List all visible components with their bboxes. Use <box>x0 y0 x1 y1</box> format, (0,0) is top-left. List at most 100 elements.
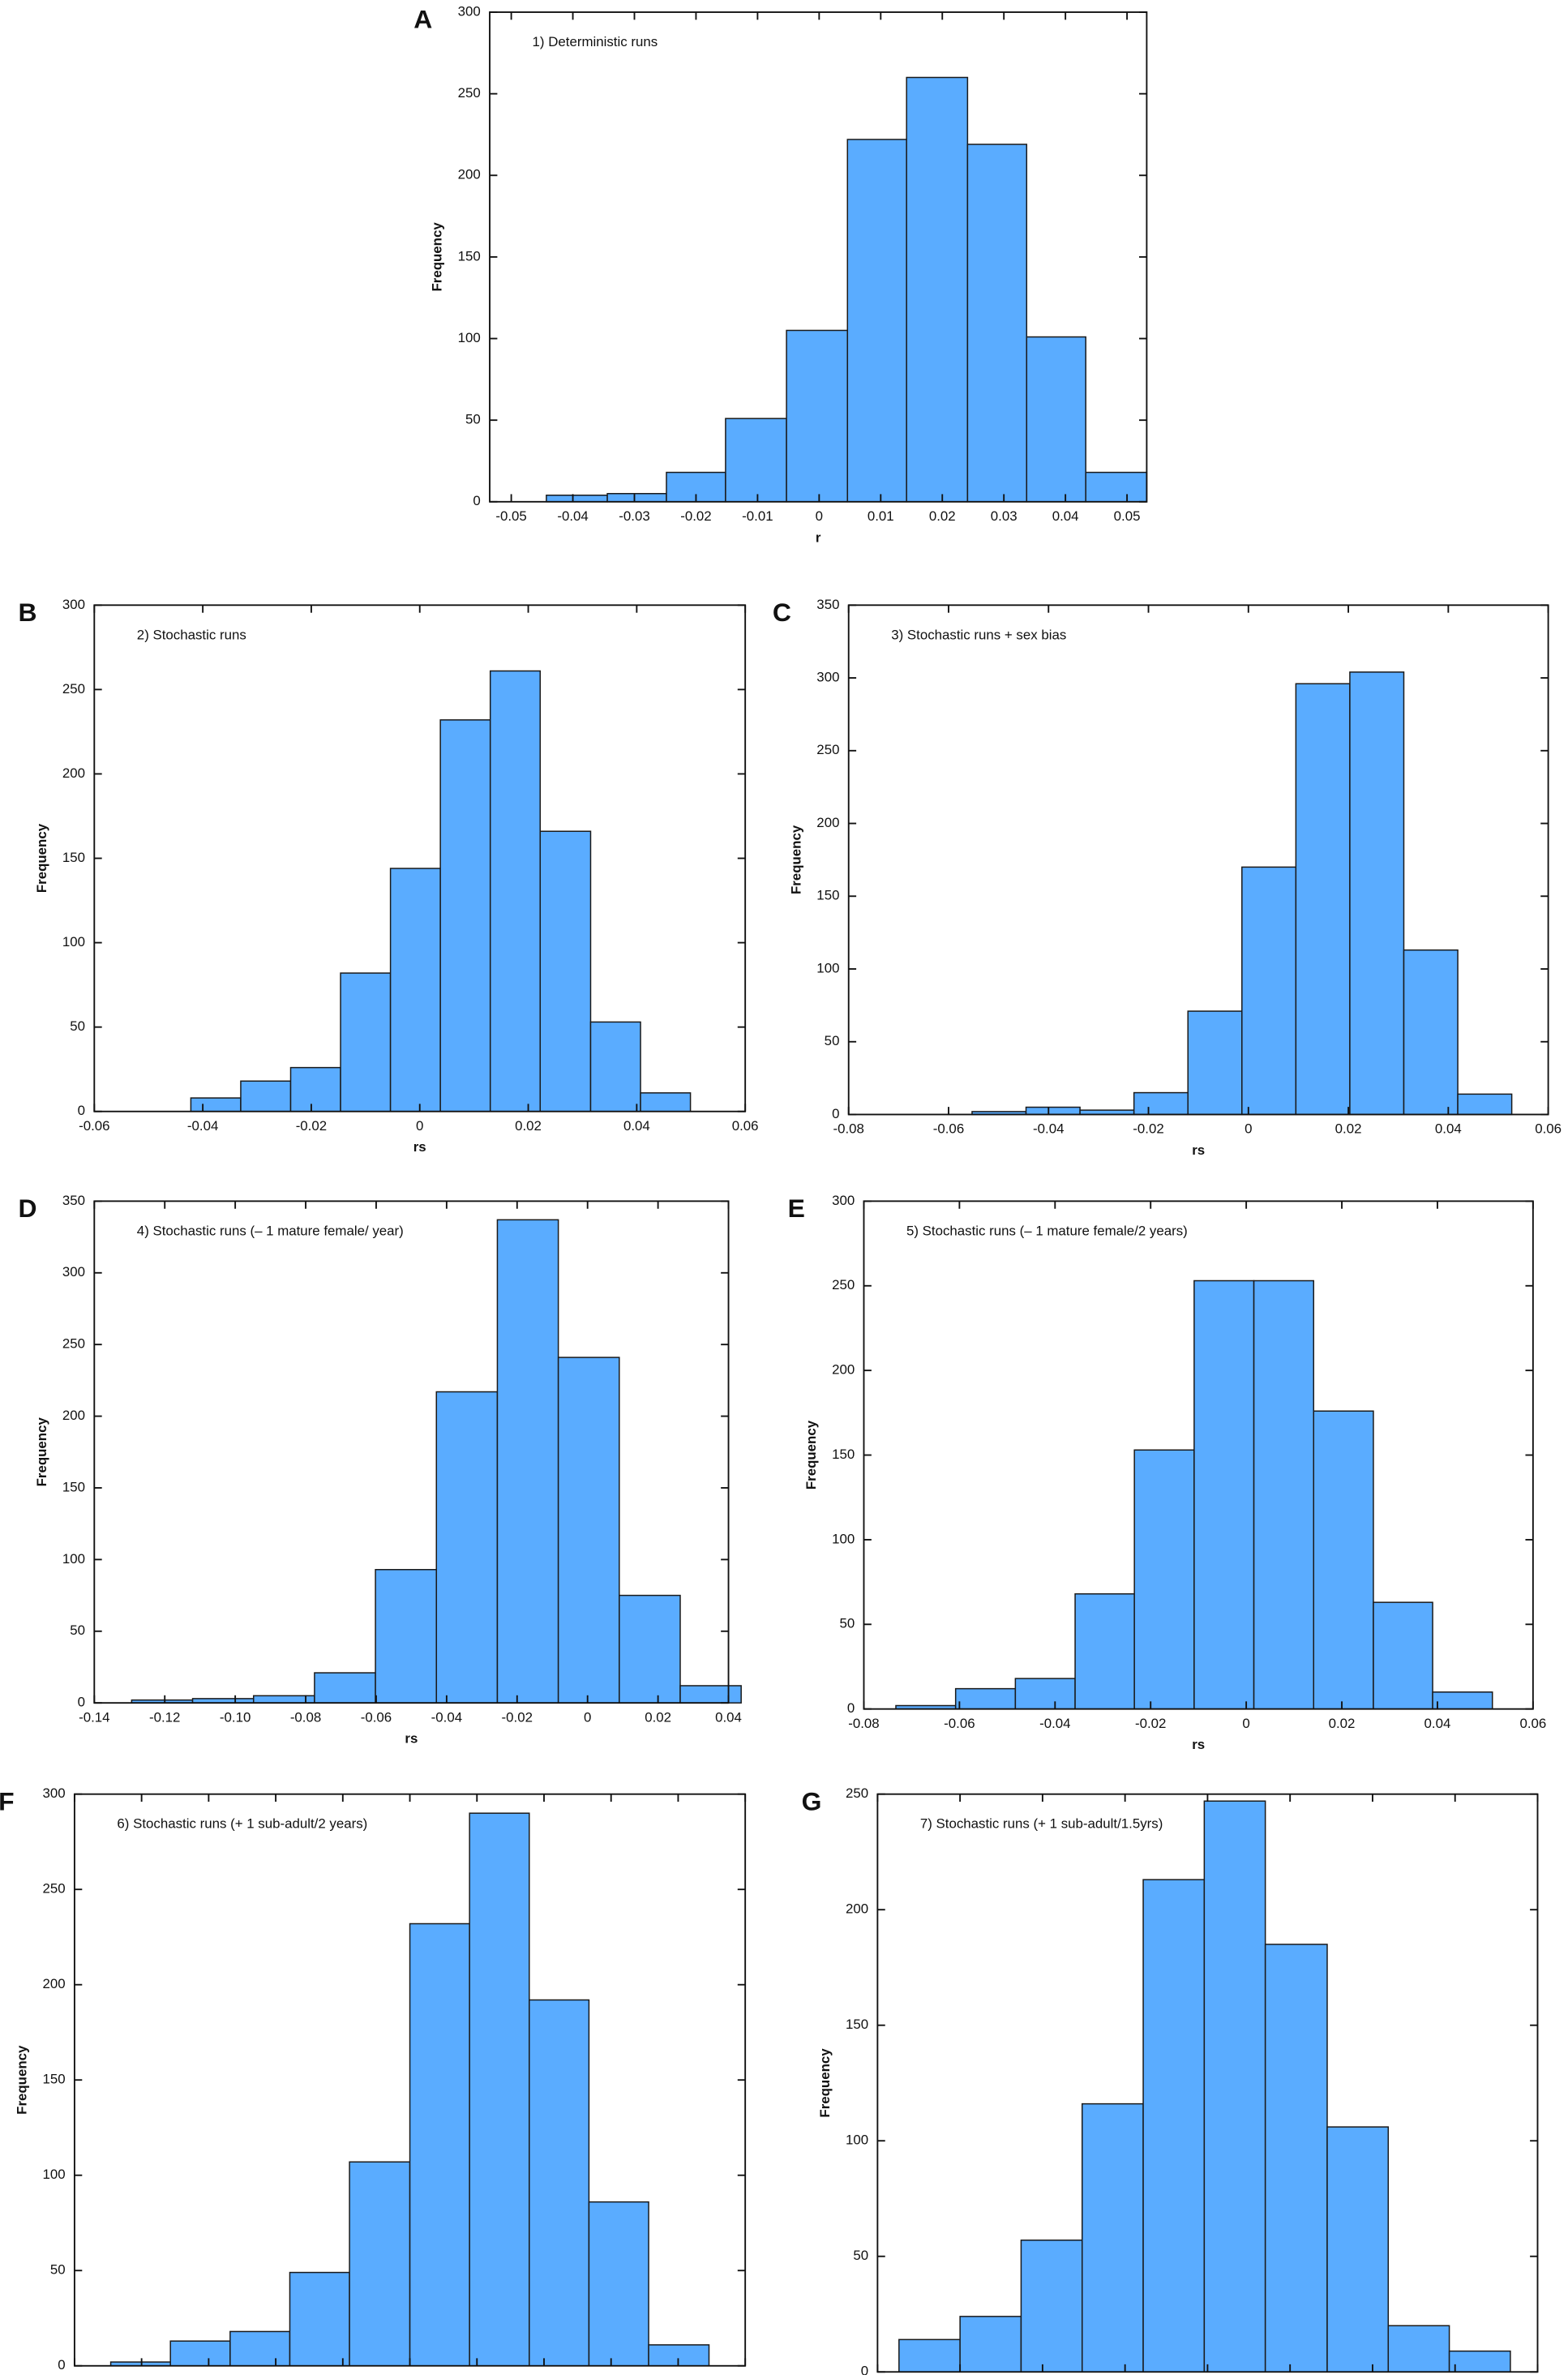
panel-title: 3) Stochastic runs + sex bias <box>891 627 1066 642</box>
y-tick-label: 300 <box>458 3 481 19</box>
x-tick-label: 0.02 <box>1335 1121 1362 1137</box>
x-tick-label: -0.02 <box>680 508 711 524</box>
bar <box>546 495 608 503</box>
bar <box>1432 1691 1493 1710</box>
x-tick-label: -0.06 <box>361 1709 392 1725</box>
x-tick-label: -0.12 <box>149 1709 180 1725</box>
bar <box>606 492 667 503</box>
bar <box>906 76 969 503</box>
x-tick-label: -0.04 <box>187 1118 218 1134</box>
y-tick-label: 100 <box>846 2133 868 2148</box>
bar <box>435 1391 499 1704</box>
bar <box>1264 1944 1328 2373</box>
y-tick-label: 50 <box>853 2248 868 2263</box>
y-tick-label: 300 <box>62 597 85 612</box>
x-tick-label: 0.04 <box>1052 508 1079 524</box>
x-tick-label: -0.14 <box>79 1709 109 1725</box>
y-tick-label: 50 <box>839 1616 855 1631</box>
y-tick-label: 350 <box>62 1193 85 1208</box>
y-tick-label: 300 <box>816 670 839 685</box>
x-axis-label: rs <box>1192 1142 1205 1158</box>
y-tick-label: 150 <box>458 248 481 264</box>
y-axis-label: Frequency <box>817 2048 833 2118</box>
bar <box>786 329 849 503</box>
x-tick-label: -0.10 <box>220 1709 251 1725</box>
x-tick-label: 0.03 <box>991 508 1017 524</box>
y-tick-label: 200 <box>816 815 839 830</box>
y-tick-label: 100 <box>458 330 481 345</box>
panel-title: 6) Stochastic runs (+ 1 sub-adult/2 year… <box>117 1816 367 1832</box>
bar <box>1014 1678 1076 1710</box>
panel: -0.06 -0.04 -0.02 0 0.02 0.04 0.06 0 50 100 150 200… <box>19 597 759 1155</box>
panel: -0.03-0.02-0.0100.010.020.030.040.050.06… <box>0 1785 759 2379</box>
bar <box>349 2161 411 2367</box>
bar <box>1020 2240 1083 2373</box>
bar <box>409 1922 470 2367</box>
bar <box>240 1080 292 1112</box>
x-axis-label: r <box>816 529 821 545</box>
x-tick-label: -0.01 <box>742 508 773 524</box>
y-tick-label: 150 <box>62 850 85 865</box>
bar <box>588 2201 649 2367</box>
y-tick-label: 200 <box>846 1901 868 1917</box>
x-tick-label: -0.04 <box>557 508 588 524</box>
y-axis-label: Frequency <box>788 825 803 894</box>
y-tick-label: 150 <box>43 2072 66 2087</box>
y-tick-label: 250 <box>846 1785 868 1801</box>
y-tick-label: 150 <box>846 2017 868 2032</box>
bar <box>190 1097 242 1112</box>
x-tick-label: -0.04 <box>1033 1121 1064 1137</box>
panel: -0.08 -0.06 -0.04 -0.02 0 0.02 0.04 0.06 0 50 100 1… <box>773 597 1562 1158</box>
x-tick-label: 0.04 <box>1435 1121 1462 1137</box>
y-axis-label: Frequency <box>430 222 445 292</box>
bar <box>679 1685 742 1704</box>
panel-letter: E <box>788 1194 805 1223</box>
bar <box>389 868 441 1112</box>
x-axis-label: rs <box>413 1139 426 1155</box>
bar <box>340 972 392 1112</box>
panel-title: 4) Stochastic runs (– 1 mature female/ y… <box>137 1223 404 1238</box>
y-tick-label: 100 <box>62 1551 85 1567</box>
panel-title: 5) Stochastic runs (– 1 mature female/2 … <box>906 1223 1188 1238</box>
y-tick-label: 0 <box>832 1106 839 1121</box>
y-tick-label: 250 <box>816 742 839 757</box>
x-tick-label: -0.08 <box>848 1716 879 1731</box>
panel-title: 7) Stochastic runs (+ 1 sub-adult/1.5yrs… <box>920 1816 1163 1832</box>
bar <box>469 1812 530 2367</box>
x-tick-label: 0.02 <box>1329 1716 1356 1731</box>
bar <box>539 830 592 1112</box>
bar <box>966 144 1028 503</box>
x-tick-label: 0 <box>416 1118 423 1134</box>
y-tick-label: 50 <box>70 1018 85 1034</box>
y-tick-label: 100 <box>43 2167 66 2182</box>
bar <box>289 2271 350 2367</box>
bar <box>1295 683 1351 1116</box>
panel: -0.05 -0.04 -0.03 -0.02 -0.01 0 0.01 0.02 0.03 0.… <box>413 3 1148 545</box>
x-tick-label: -0.05 <box>495 508 526 524</box>
x-tick-label: -0.02 <box>1133 1121 1163 1137</box>
bar <box>169 2340 231 2367</box>
x-tick-label: 0.02 <box>645 1709 671 1725</box>
y-tick-label: 200 <box>62 1408 85 1423</box>
panel-letter: F <box>0 1786 15 1815</box>
bar <box>1074 1592 1135 1710</box>
y-tick-label: 300 <box>832 1193 855 1208</box>
y-tick-label: 0 <box>78 1695 85 1710</box>
y-tick-label: 250 <box>832 1277 855 1292</box>
y-tick-label: 300 <box>43 1785 66 1801</box>
bar <box>1457 1093 1513 1116</box>
y-tick-label: 100 <box>816 960 839 975</box>
panel-letter: G <box>802 1786 822 1815</box>
y-tick-label: 150 <box>816 888 839 903</box>
bar <box>1085 471 1148 503</box>
x-tick-label: 0.04 <box>623 1118 650 1134</box>
bar <box>1203 1800 1266 2373</box>
y-tick-label: 50 <box>825 1033 840 1048</box>
x-axis-label: rs <box>405 1731 418 1747</box>
panel-letter: B <box>19 598 37 627</box>
y-tick-label: 0 <box>58 2357 65 2373</box>
bar <box>314 1672 376 1704</box>
x-tick-label: 0.05 <box>1114 508 1141 524</box>
y-tick-label: 250 <box>43 1881 66 1897</box>
y-axis-label: Frequency <box>34 823 49 893</box>
